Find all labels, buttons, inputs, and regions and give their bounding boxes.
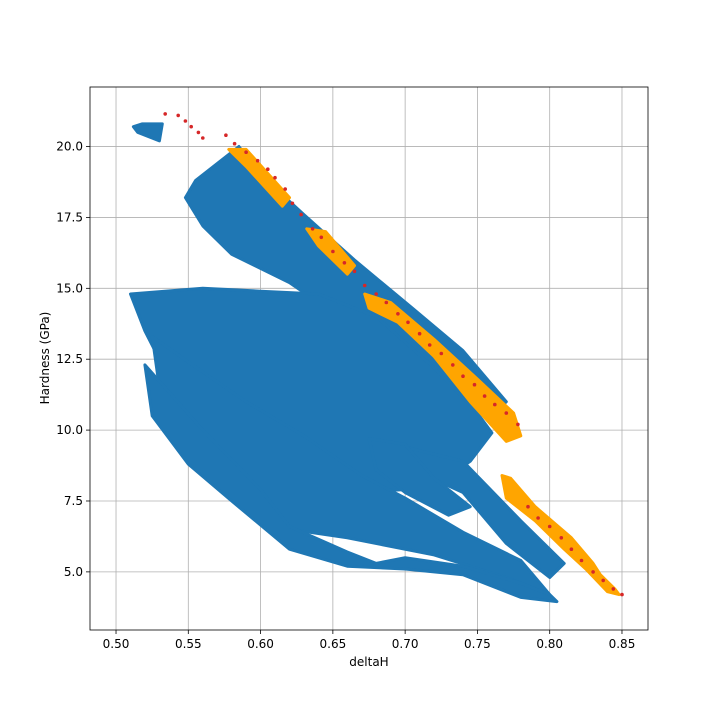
scatter-point bbox=[266, 167, 270, 171]
scatter-point bbox=[290, 201, 295, 206]
x-tick-label: 0.50 bbox=[103, 637, 130, 651]
y-axis: 5.0 7.5 10.0 12.5 15.0 17.5 20.0 bbox=[56, 140, 90, 579]
scatter-point-cluster bbox=[363, 292, 523, 443]
x-axis: 0.50 0.55 0.60 0.65 0.70 0.75 0.80 0.85 bbox=[103, 630, 636, 651]
y-tick-label: 15.0 bbox=[56, 281, 83, 295]
x-tick-label: 0.55 bbox=[175, 637, 202, 651]
scatter-point bbox=[384, 300, 389, 305]
series-1 bbox=[227, 147, 621, 597]
scatter-point bbox=[183, 119, 188, 123]
y-tick-label: 7.5 bbox=[64, 494, 83, 508]
scatter-point-cluster bbox=[305, 227, 356, 276]
scatter-point bbox=[396, 312, 400, 316]
x-tick-label: 0.65 bbox=[320, 637, 347, 651]
scatter-point-cluster bbox=[227, 147, 291, 208]
scatter-point bbox=[439, 351, 444, 356]
scatter-point bbox=[504, 411, 509, 415]
scatter-point bbox=[451, 363, 455, 367]
series-0 bbox=[129, 122, 566, 604]
scatter-point bbox=[536, 516, 540, 520]
scatter-point bbox=[559, 536, 564, 540]
x-tick-label: 0.70 bbox=[392, 637, 419, 651]
scatter-point bbox=[299, 212, 303, 217]
scatter-point bbox=[319, 235, 324, 240]
scatter-point bbox=[547, 524, 552, 529]
scatter-point-cluster bbox=[131, 122, 164, 143]
y-axis-label: Hardness (GPa) bbox=[38, 312, 52, 405]
scatter-point bbox=[516, 422, 520, 427]
scatter-point bbox=[342, 261, 347, 265]
scatter-point bbox=[406, 320, 410, 325]
plot-area bbox=[129, 112, 624, 604]
x-tick-label: 0.80 bbox=[536, 637, 563, 651]
scatter-point-cluster bbox=[367, 437, 472, 517]
scatter-point bbox=[493, 402, 497, 407]
scatter-point bbox=[472, 382, 477, 387]
series-2 bbox=[163, 112, 624, 597]
scatter-point bbox=[163, 112, 167, 116]
scatter-point bbox=[232, 141, 237, 146]
scatter-point bbox=[201, 136, 205, 140]
scatter-point bbox=[569, 547, 574, 551]
scatter-point bbox=[374, 292, 379, 296]
scatter-point bbox=[611, 587, 616, 591]
scatter-point bbox=[189, 124, 193, 129]
scatter-point bbox=[417, 331, 422, 336]
y-tick-label: 12.5 bbox=[56, 352, 83, 366]
x-tick-label: 0.85 bbox=[609, 637, 636, 651]
scatter-point bbox=[362, 283, 367, 288]
scatter-point bbox=[461, 374, 465, 379]
scatter-point bbox=[244, 150, 248, 154]
scatter-point-cluster bbox=[143, 363, 559, 604]
y-tick-label: 10.0 bbox=[56, 423, 83, 437]
plot-frame bbox=[89, 86, 649, 631]
x-axis-label: deltaH bbox=[349, 655, 388, 669]
scatter-point bbox=[273, 175, 277, 180]
scatter-point bbox=[255, 158, 260, 163]
x-tick-label: 0.75 bbox=[464, 637, 491, 651]
scatter-point bbox=[620, 592, 624, 597]
scatter-point-cluster bbox=[500, 474, 621, 597]
scatter-point bbox=[482, 394, 487, 398]
y-tick-label: 20.0 bbox=[56, 140, 83, 154]
scatter-point bbox=[283, 187, 288, 191]
scatter-point bbox=[310, 227, 315, 231]
scatter-point bbox=[427, 343, 432, 347]
y-tick-label: 5.0 bbox=[64, 565, 83, 579]
x-tick-label: 0.60 bbox=[247, 637, 274, 651]
scatter-point bbox=[601, 578, 605, 583]
scatter-point bbox=[196, 130, 201, 135]
scatter-point bbox=[176, 113, 180, 118]
scatter-point bbox=[591, 570, 595, 574]
y-tick-label: 17.5 bbox=[56, 210, 83, 224]
scatter-point bbox=[331, 249, 335, 254]
scatter-point bbox=[224, 133, 228, 137]
scatter-point bbox=[352, 269, 357, 274]
scatter-point bbox=[526, 504, 530, 509]
scatter-point bbox=[579, 558, 584, 563]
